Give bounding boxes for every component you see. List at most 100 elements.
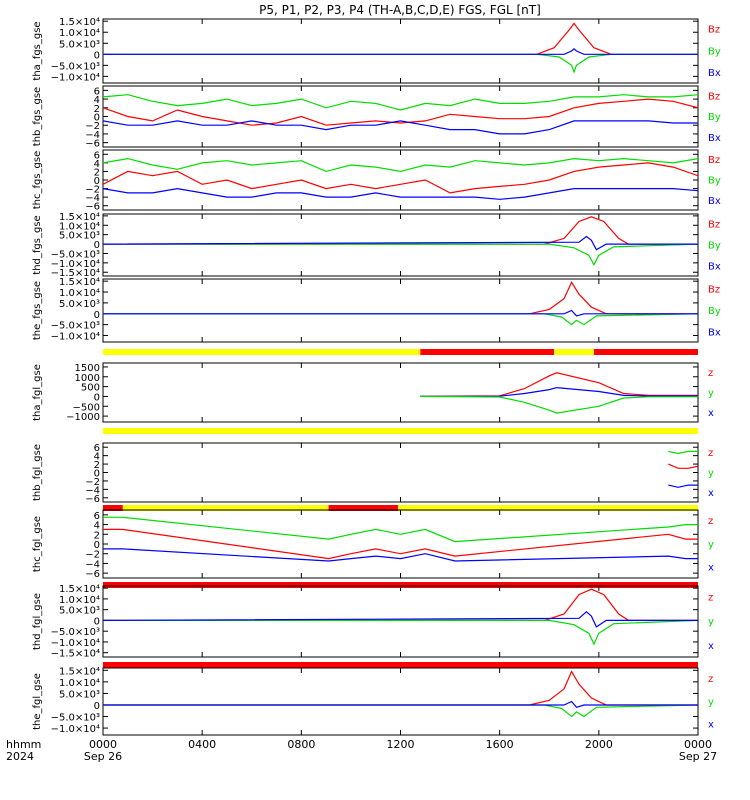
y-tick-label: 0 [94,113,100,124]
y-tick-label: −6 [85,139,100,150]
series-line-z [103,281,698,315]
y-tick-label: 0 [94,176,100,187]
y-tick-label: 2 [94,104,100,115]
series-line-x [103,700,698,708]
y-tick-label: 0 [94,701,100,712]
series-line-y [103,516,698,543]
series-line-z [103,216,698,245]
x-tick-label: 0000 [684,738,712,751]
status-segment-good [122,505,329,511]
panel-frame [102,442,699,503]
series-line-x [420,386,698,397]
y-tick-label: 2 [94,167,100,178]
series-line-x [103,548,698,562]
y-tick-label: −5.0×10³ [51,321,100,332]
y-tick-label: −1.5×10⁴ [51,649,100,660]
y-tick-label: 6 [94,511,100,522]
legend-entry-y: By [708,176,721,187]
series-line-y [103,53,698,74]
series-line-y [103,94,698,111]
y-tick-label: 6 [94,86,100,97]
plot-title: P5, P1, P2, P3, P4 (TH-A,B,C,D,E) FGS, F… [259,3,541,17]
y-tick-label: −6 [85,494,100,505]
panels: 1.5×10⁴1.0×10⁴5.0×10³0−5.0×10³−1.0×10⁴th… [32,17,721,736]
y-tick-label: 1.5×10⁴ [59,212,100,223]
legend-entry-z: z [708,674,713,685]
status-segment-bad [420,349,555,355]
y-tick-label: 1.5×10⁴ [59,17,100,28]
y-tick-label: −4 [85,130,100,141]
series-line-z [103,98,698,126]
legend-entry-y: y [708,468,714,479]
status-segment-bad [103,505,123,511]
y-tick-label: 4 [94,521,100,532]
legend-entry-y: y [708,697,714,708]
y-tick-label: 1000 [75,373,100,384]
x-tick-label: 0800 [287,738,315,751]
y-axis-label: thb_fgl_gse [32,444,43,501]
series-line-z [668,463,698,469]
panel-frame [102,18,699,84]
y-tick-label: 5.0×10³ [59,39,100,50]
y-tick-label: 4 [94,95,100,106]
y-tick-label: −2 [85,185,100,196]
legend-entry-y: y [708,388,714,399]
x-tick-label: 1200 [387,738,415,751]
y-tick-label: 0 [94,310,100,321]
series-line-x [103,611,698,628]
y-tick-label: 500 [81,383,100,394]
legend-entry-x: Bx [708,327,721,338]
series-line-y [103,157,698,173]
y-tick-label: 2 [94,460,100,471]
y-tick-label: 1.5×10⁴ [59,666,100,677]
legend-entry-z: z [708,368,713,379]
legend-entry-y: By [708,306,721,317]
y-tick-label: −1.0×10⁴ [51,72,100,83]
time-row-label-2: 2024 [6,750,34,763]
legend-entry-y: By [708,241,721,252]
y-tick-label: −6 [85,202,100,213]
legend-entry-z: z [708,593,713,604]
y-tick-label: 1500 [75,363,100,374]
legend-entry-z: Bz [708,91,720,102]
y-tick-label: −1.0×10⁴ [51,259,100,270]
y-tick-label: −4 [85,485,100,496]
series-line-x [103,120,698,135]
status-segment-good [103,428,698,434]
y-tick-label: −6 [85,569,100,580]
series-line-y [420,395,698,414]
y-tick-label: −1.0×10⁴ [51,331,100,342]
panel-thd_fgl_gse: 1.5×10⁴1.0×10⁴5.0×10³0−5.0×10³−1.0×10⁴−1… [32,582,714,660]
series-line-y [103,243,698,266]
y-tick-label: 0 [94,616,100,627]
legend-entry-z: Bz [708,155,720,166]
y-tick-label: −2 [85,477,100,488]
y-tick-label: 1.0×10⁴ [59,28,100,39]
series-line-z [103,162,698,194]
legend-entry-x: x [708,408,714,419]
status-segment-bad [593,349,698,355]
y-tick-label: 1.0×10⁴ [59,221,100,232]
legend-entry-z: Bz [708,285,720,296]
y-tick-label: −1.0×10⁴ [51,638,100,649]
y-axis-label: the_fgs_gse [32,281,43,340]
y-tick-label: 4 [94,452,100,463]
legend-entry-y: y [708,539,714,550]
panel-frame [102,667,699,736]
panel-thd_fgs_gse: 1.5×10⁴1.0×10⁴5.0×10³0−5.0×10³−1.0×10⁴−1… [32,212,721,279]
series-line-y [103,619,698,646]
x-tick-label: 1600 [486,738,514,751]
y-tick-label: 5.0×10³ [59,606,100,617]
y-tick-label: 1.0×10⁴ [59,595,100,606]
legend-entry-z: Bz [708,25,720,36]
y-axis-label: thd_fgl_gse [32,593,43,650]
panel-frame [102,213,699,277]
legend-entry-x: Bx [708,196,721,207]
y-tick-label: 0 [94,392,100,403]
y-tick-label: −5.0×10³ [51,627,100,638]
y-axis-label: tha_fgl_gse [32,364,43,421]
legend-entry-z: z [708,516,713,527]
